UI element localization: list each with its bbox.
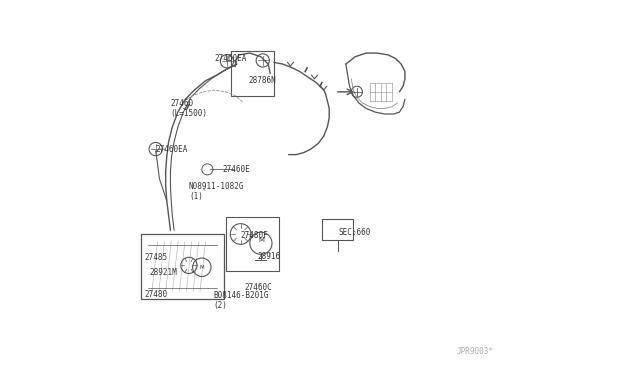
Text: 27460E: 27460E <box>222 165 250 174</box>
Text: 27480F: 27480F <box>241 231 268 240</box>
Text: 27460
(L=1500): 27460 (L=1500) <box>170 99 207 118</box>
Text: 28921M: 28921M <box>149 268 177 277</box>
Text: M: M <box>258 237 264 243</box>
Bar <box>226 217 280 271</box>
Text: 27480: 27480 <box>145 291 168 299</box>
Text: 28916: 28916 <box>257 251 280 261</box>
Text: 27485: 27485 <box>145 253 168 263</box>
Text: B08146-B201G
(2): B08146-B201G (2) <box>213 291 268 310</box>
Text: 27460C: 27460C <box>244 283 272 292</box>
Text: JPR9003*: JPR9003* <box>456 347 493 356</box>
Text: N08911-1082G
(1): N08911-1082G (1) <box>189 182 244 201</box>
Text: 28786N: 28786N <box>248 76 276 85</box>
Text: 27460EA: 27460EA <box>156 145 188 154</box>
Bar <box>322 219 353 240</box>
Text: M: M <box>200 265 204 270</box>
Text: SEC.660: SEC.660 <box>339 228 371 237</box>
Text: 27460EA: 27460EA <box>215 54 247 63</box>
Bar <box>232 51 274 96</box>
Bar <box>141 234 224 299</box>
